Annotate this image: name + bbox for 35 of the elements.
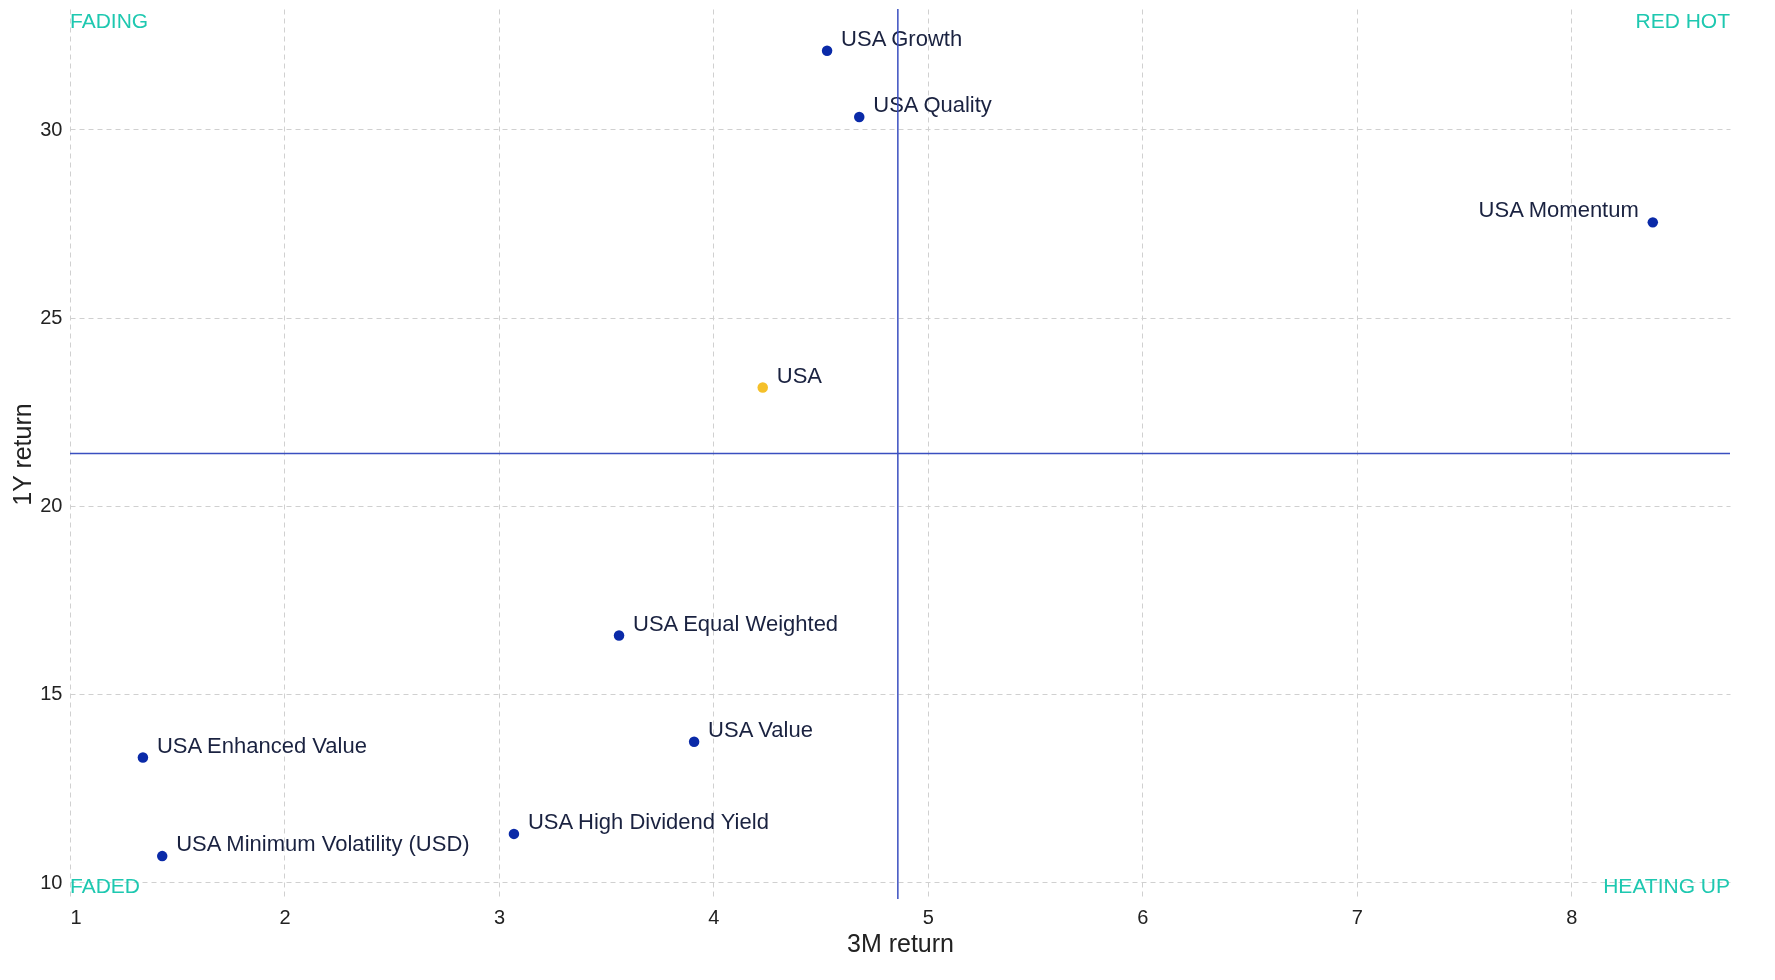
- y-tick-label: 15: [40, 682, 63, 705]
- x-tick-label: 1: [70, 905, 82, 928]
- x-tick-label: 3: [493, 905, 505, 928]
- point: [137, 752, 149, 763]
- point: [508, 828, 520, 840]
- annotation: RED HOT: [1635, 9, 1731, 32]
- annotation: HEATING UP: [1603, 874, 1730, 897]
- x-tick-label: 7: [1351, 905, 1363, 928]
- point: [1647, 217, 1659, 228]
- annotation: FADING: [70, 9, 149, 32]
- point: [613, 630, 625, 641]
- x-tick-label: 8: [1566, 905, 1578, 928]
- x-tick-label: 5: [922, 905, 934, 928]
- y-tick-label: 10: [40, 870, 63, 893]
- series-label: USA Momentum: [1478, 197, 1639, 223]
- y-axis-title: 1Y return: [8, 403, 37, 506]
- series-label: USA Enhanced Value: [156, 732, 367, 758]
- series-label: USA High Dividend Yield: [527, 808, 769, 834]
- y-tick-label: 30: [40, 117, 63, 140]
- point: [156, 850, 168, 862]
- annotation: FADED: [70, 874, 141, 897]
- x-tick-label: 6: [1137, 905, 1149, 928]
- series-label: USA Equal Weighted: [633, 610, 839, 636]
- point: [688, 736, 700, 747]
- point: [854, 111, 865, 123]
- point: [821, 45, 833, 57]
- x-tick-label: 4: [708, 905, 720, 928]
- series-label: USA Minimum Volatility (USD): [176, 831, 470, 857]
- x-axis-title: 3M return: [847, 928, 954, 957]
- y-tick-label: 20: [40, 494, 63, 517]
- point: [757, 382, 768, 393]
- series-label: USA: [776, 362, 823, 388]
- series-label: USA Value: [708, 716, 813, 742]
- y-tick-label: 25: [40, 306, 63, 329]
- x-tick-label: 2: [279, 905, 291, 928]
